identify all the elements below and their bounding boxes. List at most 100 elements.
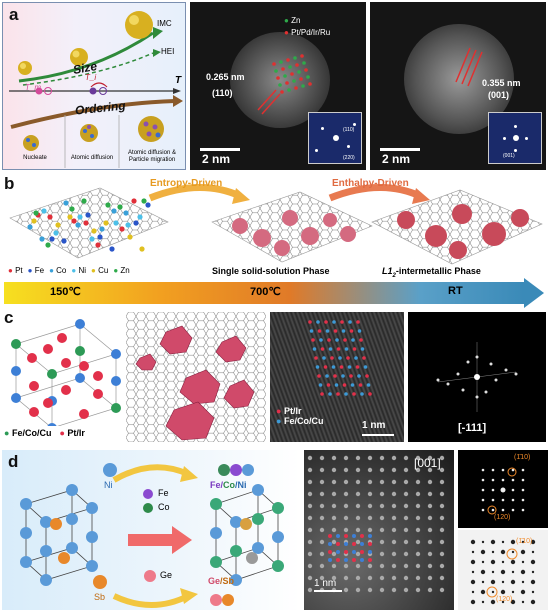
tem-c-atom: [331, 365, 336, 369]
precursor-atom: [49, 236, 55, 242]
sim-spot: [500, 589, 506, 595]
sim-spot: [500, 569, 506, 575]
tem-d-bg-atom: [307, 527, 313, 533]
label-sb: Sb: [94, 592, 106, 602]
tem-d-overlay: [307, 455, 445, 593]
tem-d-bg-atom: [439, 491, 445, 497]
tem-image-c: ● Pt/Ir ● Fe/Co/Cu 1 nm: [270, 312, 404, 442]
tem-d-bg-atom: [391, 563, 397, 569]
corner-atom: [111, 403, 121, 413]
face-atom: [29, 407, 39, 417]
panel-a: a Size IMC HEI T T_m T_i Ordering Nuclea…: [0, 0, 550, 172]
sim-spot: [490, 539, 496, 545]
panel-d-schematic: d Ni Fe Co Fe/Co/Ni Ge Sb Ge/Sb: [2, 450, 300, 610]
tem-d-overlay-atom: [360, 534, 364, 538]
legend-co-b: ● Co: [49, 266, 67, 275]
lattice-atom: [278, 83, 282, 87]
tem-d-bg-atom: [367, 515, 373, 521]
tem-d-overlay-atom: [368, 558, 372, 562]
face-atom: [79, 409, 89, 419]
left-crystal-cell: [25, 489, 93, 581]
sim-label-1: (1̄10): [516, 538, 533, 545]
fft-d-spot: [521, 498, 525, 502]
lattice-lines: [455, 47, 483, 87]
tem-d-bg-atom: [415, 503, 421, 509]
temp-rt: RT: [448, 285, 463, 297]
entropy-label: Entropy-Driven: [150, 178, 223, 189]
panel-b-legend: ● Pt ● Fe ● Co ● Ni ● Cu ● Zn: [8, 266, 130, 275]
tem-c-atom: [309, 329, 314, 333]
tem-d-overlay-atom: [352, 550, 356, 554]
tem-c-atom: [320, 347, 325, 351]
tem-c-atom: [316, 320, 320, 324]
tem-d-bg-atom: [403, 479, 409, 485]
tem-c-atom: [317, 374, 321, 378]
precursor-atom: [103, 220, 109, 226]
sim-spot: [470, 599, 476, 605]
face-atom: [61, 385, 71, 395]
tem-d-bg-atom: [391, 491, 397, 497]
tem-d-bg-atom: [379, 575, 385, 581]
tem-d-bg-atom: [355, 575, 361, 581]
corner-atom: [111, 349, 121, 359]
tem-c-atom: [362, 356, 366, 360]
tem-c-atom: [352, 392, 356, 396]
scale-bar-1nm-c: [362, 434, 394, 436]
tem-d-bg-atom: [391, 503, 397, 509]
face-atom: [79, 361, 89, 371]
tem-c-atom: [349, 374, 353, 378]
sim-spot: [530, 559, 536, 565]
precursor-atom: [123, 210, 129, 216]
tem-d-bg-atom: [343, 515, 349, 521]
tem-d-bg-atom: [439, 563, 445, 569]
lattice-atom: [300, 54, 304, 58]
tem-d-bg-atom: [427, 467, 433, 473]
precursor-atom: [75, 222, 81, 228]
tem-d-bg-atom: [367, 527, 373, 533]
bottom-substitution-arrow: [112, 593, 190, 608]
tem-c-atom: [368, 392, 372, 396]
scale-bar-2nm-a1: [200, 148, 240, 151]
face-atom: [93, 371, 103, 381]
fft-spots: [436, 355, 518, 399]
l12-crystal-structure: [11, 319, 121, 426]
precursor-atom: [137, 214, 143, 220]
fft-d-spot: [481, 468, 485, 472]
precursor-atom: [91, 228, 97, 234]
tem-d-bg-atom: [331, 539, 337, 545]
imc-label: IMC: [157, 19, 172, 28]
corner-atom: [47, 369, 57, 379]
fe-ball: [143, 489, 153, 499]
plane-001: (001): [488, 90, 510, 100]
sim-spot: [530, 539, 536, 545]
scale-label-2nm-a1: 2 nm: [202, 152, 231, 166]
face-atom: [29, 381, 39, 391]
tem-d-bg-atom: [415, 539, 421, 545]
tem-d-overlay-atom: [352, 542, 356, 546]
tem-d-bg-atom: [307, 479, 313, 485]
sim-spot: [521, 560, 525, 564]
plane-110: (110): [212, 88, 233, 98]
precursor-atom: [105, 202, 111, 208]
precursor-atom: [27, 224, 33, 230]
tem-c-atom: [311, 338, 315, 342]
tem-d-bg-atom: [427, 527, 433, 533]
tem-d-bg-atom: [415, 455, 421, 461]
face-atom: [57, 333, 67, 343]
fft-inset-110: (110) (220): [308, 112, 362, 164]
right-crystal-cell: [215, 489, 279, 581]
tem-c-atoms: [308, 320, 372, 396]
tem-d-bg-atom: [379, 503, 385, 509]
tem-d-bg-atom: [391, 587, 397, 593]
medium-particle-top: [70, 48, 88, 66]
label-co: Co: [158, 502, 170, 512]
tem-c-atom: [315, 365, 320, 369]
fft-spot: [456, 372, 460, 376]
tem-d-overlay-atom: [368, 550, 372, 554]
simulated-pattern-d: (1̄10) (120): [458, 530, 548, 610]
tem-image-001: 0.355 nm (001) (001) 2 nm: [370, 2, 546, 170]
tem-c-atom: [355, 365, 360, 369]
tem-d-bg-atom: [367, 491, 373, 497]
tem-c-atom: [357, 329, 362, 333]
sim-spot: [480, 569, 486, 575]
